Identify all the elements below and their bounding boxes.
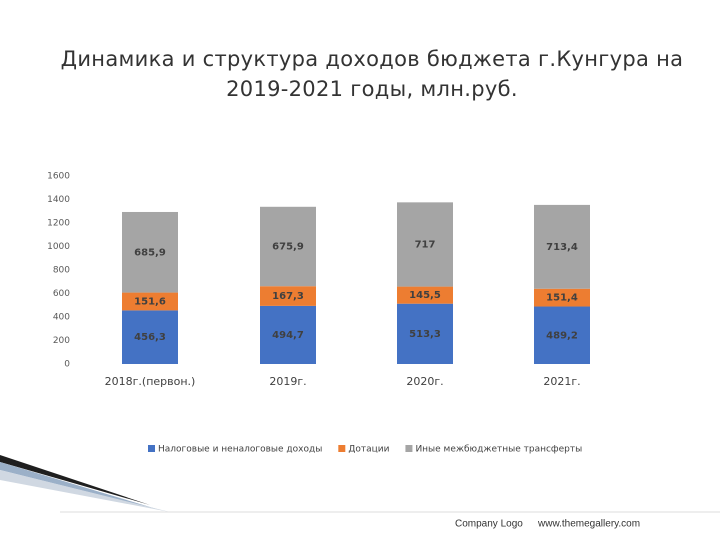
data-label: 713,4 (546, 242, 578, 253)
data-label: 151,4 (546, 293, 578, 304)
bar-segment (534, 306, 590, 364)
data-label: 167,3 (272, 291, 304, 302)
data-label: 456,3 (134, 332, 166, 343)
y-tick-label: 1600 (47, 172, 70, 182)
bar-segment (260, 206, 316, 287)
y-tick-label: 0 (64, 360, 70, 370)
bar-segment (260, 305, 316, 364)
x-tick-label: 2021г. (543, 375, 580, 388)
bar-segment (122, 310, 178, 364)
legend-swatch (405, 445, 413, 452)
data-label: 685,9 (134, 247, 166, 258)
data-label: 675,9 (272, 242, 304, 253)
bar-segment (397, 303, 453, 364)
footer-url: www.themegallery.com (537, 519, 640, 530)
bar-segment (397, 202, 453, 287)
decoration (0, 470, 170, 512)
y-tick-label: 1000 (47, 242, 70, 252)
data-label: 513,3 (409, 329, 441, 340)
data-label: 145,5 (409, 290, 441, 301)
x-tick-label: 2020г. (406, 375, 443, 388)
x-tick-label: 2019г. (269, 375, 306, 388)
bar-segment (122, 211, 178, 293)
bar-segment (260, 286, 316, 306)
bar-segment (534, 288, 590, 307)
data-label: 489,2 (546, 330, 578, 341)
chart-title: Динамика и структура доходов бюджета г.К… (60, 47, 684, 101)
decoration (0, 462, 160, 510)
data-label: 151,6 (134, 296, 166, 307)
bar-segment (397, 286, 453, 304)
legend-label: Иные межбюджетные трансферты (415, 445, 582, 455)
legend-swatch (338, 445, 346, 452)
data-label: 494,7 (272, 330, 304, 341)
decoration (0, 455, 150, 505)
bar-segment (122, 292, 178, 311)
footer-logo: Company Logo (455, 519, 523, 530)
bar-segment (534, 204, 590, 289)
legend-swatch (148, 445, 155, 452)
data-label: 717 (415, 239, 436, 250)
y-tick-label: 800 (53, 266, 70, 276)
y-tick-label: 400 (53, 313, 70, 323)
legend-label: Налоговые и неналоговые доходы (158, 445, 322, 455)
y-tick-label: 1200 (47, 219, 70, 229)
legend-label: Дотации (348, 445, 389, 455)
x-tick-label: 2018г.(первон.) (105, 375, 196, 388)
y-tick-label: 200 (53, 336, 70, 346)
y-tick-label: 600 (53, 289, 70, 299)
y-tick-label: 1400 (47, 195, 70, 205)
